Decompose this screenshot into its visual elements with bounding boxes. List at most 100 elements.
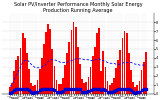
Point xyxy=(102,88,105,90)
Bar xyxy=(136,85,138,94)
Bar xyxy=(71,30,72,94)
Point xyxy=(9,92,11,93)
Point xyxy=(40,88,43,90)
Bar xyxy=(83,83,85,94)
Point xyxy=(79,88,81,90)
Bar xyxy=(107,81,108,94)
Point xyxy=(19,88,22,90)
Bar xyxy=(100,71,102,94)
Point xyxy=(30,91,32,93)
Bar xyxy=(128,52,130,94)
Point xyxy=(55,91,58,92)
Point xyxy=(136,92,139,93)
Bar xyxy=(56,80,57,94)
Bar xyxy=(64,65,66,94)
Point xyxy=(134,92,136,93)
Point xyxy=(24,88,26,90)
Bar xyxy=(41,58,43,94)
Point xyxy=(117,88,120,90)
Point xyxy=(85,91,88,93)
Bar xyxy=(17,56,19,94)
Bar xyxy=(143,62,145,94)
Point xyxy=(104,89,107,90)
Bar xyxy=(75,27,77,94)
Bar xyxy=(117,60,119,94)
Bar xyxy=(11,83,13,94)
Bar xyxy=(77,47,79,94)
Bar xyxy=(22,33,24,94)
Point xyxy=(108,92,111,93)
Point xyxy=(74,88,77,90)
Point xyxy=(142,88,145,90)
Bar xyxy=(54,66,55,94)
Bar xyxy=(62,78,64,94)
Point xyxy=(47,88,49,90)
Point xyxy=(119,88,122,90)
Point xyxy=(21,88,24,90)
Bar xyxy=(32,86,34,94)
Bar xyxy=(26,53,28,94)
Point xyxy=(34,92,37,93)
Bar xyxy=(66,53,68,94)
Point xyxy=(94,88,96,90)
Bar xyxy=(52,49,53,94)
Bar xyxy=(73,22,75,94)
Bar xyxy=(98,28,100,94)
Point xyxy=(100,90,102,91)
Point xyxy=(123,88,126,90)
Point xyxy=(49,88,52,90)
Point xyxy=(115,89,117,91)
Point xyxy=(76,88,79,90)
Bar xyxy=(126,33,128,94)
Bar xyxy=(60,84,62,94)
Bar xyxy=(9,86,11,94)
Bar xyxy=(30,83,32,94)
Bar xyxy=(113,78,115,94)
Point xyxy=(91,88,94,90)
Title: Solar PV/Inverter Performance Monthly Solar Energy Production Running Average: Solar PV/Inverter Performance Monthly So… xyxy=(14,2,142,13)
Bar xyxy=(102,51,104,94)
Point xyxy=(72,88,75,90)
Point xyxy=(130,89,132,91)
Point xyxy=(83,91,85,93)
Bar xyxy=(15,60,17,94)
Point xyxy=(64,89,66,90)
Point xyxy=(144,88,147,90)
Point xyxy=(128,88,130,90)
Point xyxy=(26,88,28,90)
Bar xyxy=(68,42,70,94)
Bar xyxy=(122,38,123,94)
Bar xyxy=(20,48,21,94)
Point xyxy=(98,88,100,90)
Bar xyxy=(24,38,26,94)
Point xyxy=(17,88,20,90)
Point xyxy=(28,89,30,91)
Bar xyxy=(104,67,106,94)
Point xyxy=(53,89,56,90)
Bar xyxy=(96,33,98,94)
Bar xyxy=(37,80,38,94)
Bar xyxy=(49,29,51,94)
Bar xyxy=(132,82,134,94)
Bar xyxy=(141,70,142,94)
Point xyxy=(113,91,115,92)
Point xyxy=(121,88,124,90)
Point xyxy=(43,88,45,90)
Point xyxy=(11,91,13,93)
Bar xyxy=(58,84,60,94)
Bar xyxy=(47,24,49,94)
Point xyxy=(81,91,83,92)
Point xyxy=(111,91,113,93)
Bar xyxy=(92,56,94,94)
Point xyxy=(106,91,109,93)
Point xyxy=(89,89,92,90)
Point xyxy=(62,90,64,92)
Point xyxy=(138,91,141,93)
Point xyxy=(68,88,71,90)
Point xyxy=(38,89,41,91)
Bar xyxy=(134,86,136,94)
Bar xyxy=(39,69,40,94)
Bar xyxy=(85,82,87,94)
Bar xyxy=(45,32,47,94)
Bar xyxy=(34,85,36,94)
